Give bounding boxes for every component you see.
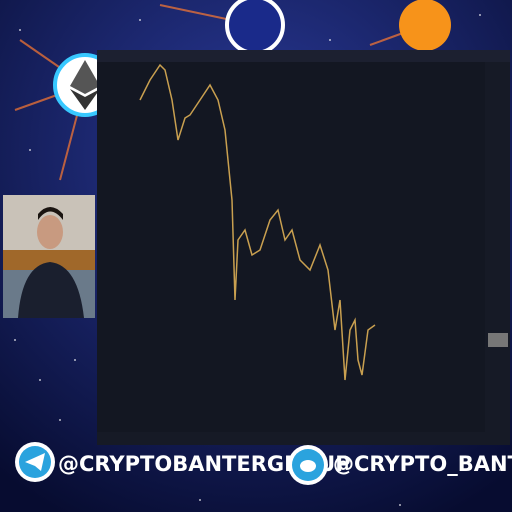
price-line xyxy=(139,63,376,381)
time-axis xyxy=(97,432,510,445)
ethereum-glyph-lower xyxy=(70,89,100,110)
ethereum-glyph xyxy=(70,60,100,94)
price-marker xyxy=(488,333,508,347)
presenter-hair xyxy=(38,207,63,220)
webcam-shelf xyxy=(3,250,95,270)
twitter-handle: @CRYPTO_BANTER xyxy=(333,452,512,476)
bitcoin-logo xyxy=(399,0,451,51)
coin-logo xyxy=(225,0,285,55)
twitter-bird xyxy=(300,460,316,472)
presenter-body xyxy=(18,262,84,318)
chart-toolbar xyxy=(97,50,510,62)
telegram-plane xyxy=(25,453,45,471)
presenter-face xyxy=(37,215,63,249)
price-axis xyxy=(485,62,510,432)
trading-chart-panel xyxy=(97,50,510,445)
stars xyxy=(14,14,501,506)
